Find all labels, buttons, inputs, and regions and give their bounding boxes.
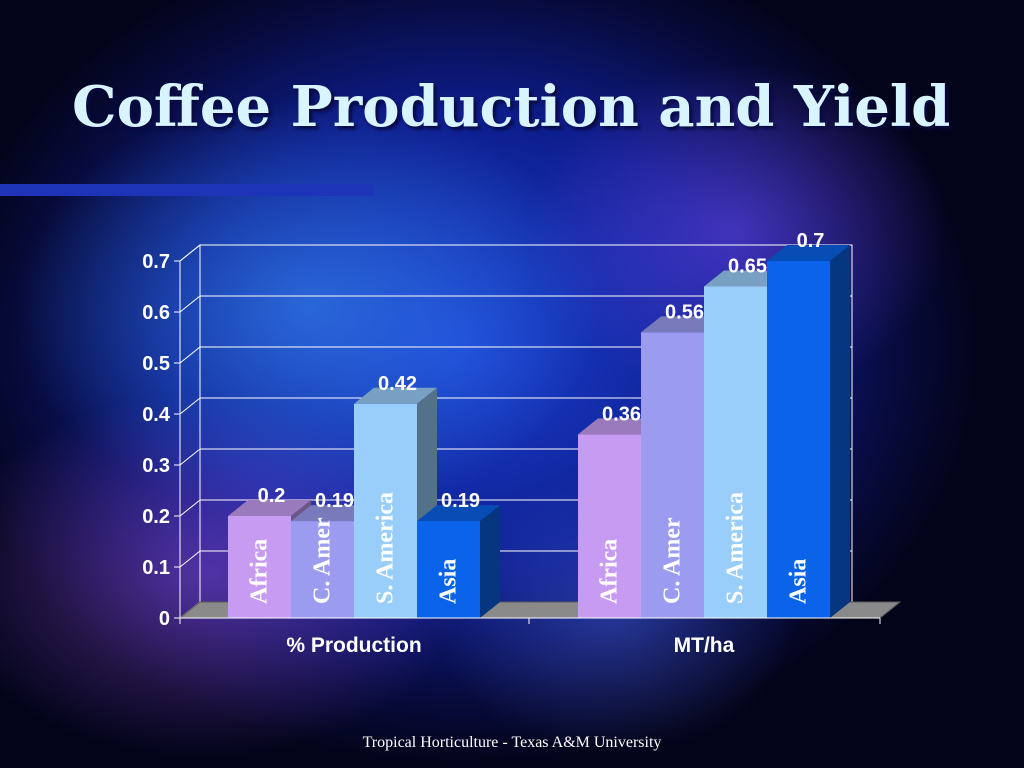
bar-series-label: S. America [723,492,749,604]
y-tick-label: 0.3 [142,455,170,477]
bar-series-label: Asia [436,559,462,604]
bar-value-label: 0.19 [315,490,354,512]
y-tick-label: 0.5 [142,353,170,375]
bar-top [767,245,850,261]
bar-value-label: 0.65 [728,256,767,278]
bar-top [417,505,500,522]
gridline-side [179,499,201,517]
chart-axis: 0 0.1 0.2 0.3 0.4 0.5 0.6 0.7 % Production MT/ha [142,251,881,657]
bar-top [228,500,311,516]
y-tick-label: 0.7 [142,251,170,273]
y-tick-label: 0 [159,608,170,630]
bar-top [641,316,724,333]
chart-value-labels: 0.2 0.19 0.42 0.19 0.36 0.56 0.65 0.7 [258,230,825,512]
chart-bars [228,245,850,618]
bar-value-label: 0.19 [441,490,480,512]
bar-series-label: S. America [373,492,399,604]
title-underline [0,184,374,196]
bar-value-label: 0.42 [378,373,417,395]
bar-side [480,505,500,618]
bar [228,516,291,618]
gridline-side [179,448,201,466]
gridline-side [179,295,201,313]
chart-bar-labels: Africa C. Amer S. America Asia Africa C. Amer… [247,492,812,604]
bar-top [354,387,437,404]
bar-series-label: C. Amer [660,517,686,604]
x-category-label: % Production [286,634,421,657]
bar [641,332,704,618]
gridline-side [179,550,201,568]
y-tick-label: 0.4 [142,404,171,426]
bar-side [830,245,850,618]
slide-footer: Tropical Horticulture - Texas A&M Univer… [362,734,662,751]
bar-value-label: 0.2 [258,485,286,507]
bar-series-label: Asia [786,559,812,604]
bar-series-label: C. Amer [310,517,336,604]
bar [291,521,354,618]
gridline-side [179,244,201,262]
gridline-side [179,346,201,364]
bar [354,403,417,618]
bar-value-label: 0.7 [797,230,825,252]
chart-side-wall [179,243,201,620]
bar [417,521,480,618]
y-tick-label: 0.1 [142,557,170,579]
bar-top [704,270,787,287]
bar-value-label: 0.56 [665,301,704,323]
bar-series-label: Africa [247,539,273,604]
slide-title: Coffee Production and Yield [72,74,951,140]
bar [704,286,767,618]
bar [578,434,641,618]
bar-series-label: Africa [597,539,623,604]
gridline-side [179,397,201,415]
bar-top [291,505,374,522]
bar-value-label: 0.36 [602,403,641,425]
y-tick-label: 0.6 [142,302,170,324]
bar [767,261,830,618]
y-tick-label: 0.2 [142,506,170,528]
x-category-label: MT/ha [674,634,735,657]
bar-top [578,418,661,435]
